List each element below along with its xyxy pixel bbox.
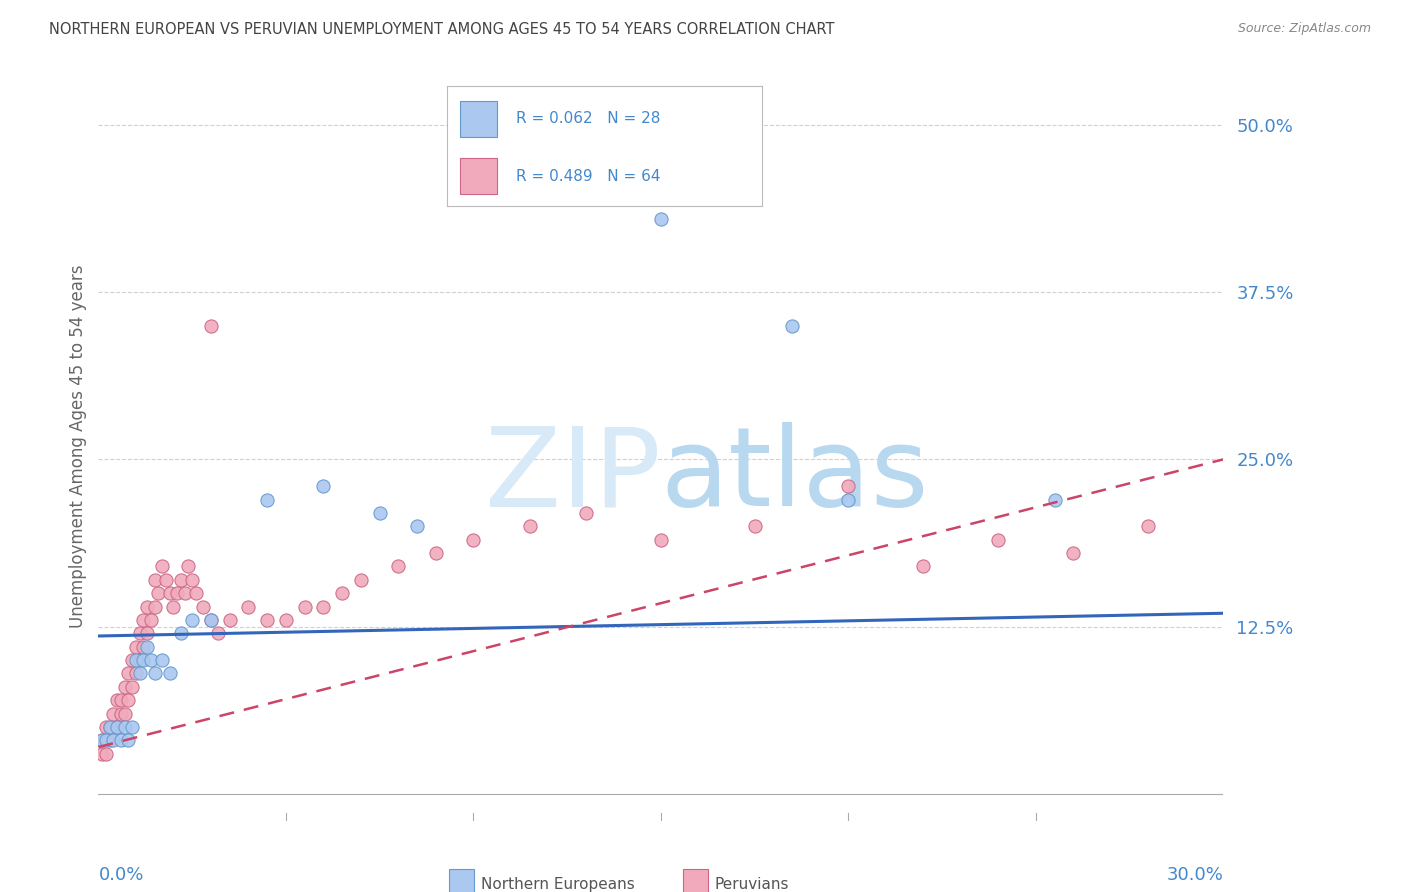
Point: [987, 533, 1010, 547]
Text: 30.0%: 30.0%: [1167, 865, 1223, 884]
Point: [181, 573, 204, 587]
Point: [110, 693, 132, 707]
Point: [177, 559, 200, 574]
Point: [103, 720, 125, 734]
Point: [136, 640, 159, 654]
Point: [143, 599, 166, 614]
Point: [780, 318, 803, 333]
Point: [110, 706, 132, 721]
Text: atlas: atlas: [661, 423, 929, 530]
Point: [150, 653, 173, 667]
Point: [650, 211, 672, 226]
Point: [125, 653, 148, 667]
Point: [98, 733, 121, 747]
Point: [114, 680, 136, 694]
Point: [350, 573, 373, 587]
Point: [238, 599, 260, 614]
Point: [148, 586, 170, 600]
Point: [184, 586, 207, 600]
Point: [125, 640, 148, 654]
Point: [200, 613, 222, 627]
Point: [575, 506, 598, 520]
Point: [368, 506, 391, 520]
Point: [274, 613, 297, 627]
Point: [105, 720, 128, 734]
Point: [159, 666, 181, 681]
Point: [139, 613, 162, 627]
Text: 0.0%: 0.0%: [98, 865, 143, 884]
Point: [166, 586, 188, 600]
Point: [143, 573, 166, 587]
Point: [387, 559, 409, 574]
Point: [463, 533, 485, 547]
Point: [91, 733, 114, 747]
Point: [121, 680, 143, 694]
Point: [519, 519, 541, 533]
Point: [98, 720, 121, 734]
Point: [136, 626, 159, 640]
Point: [91, 733, 114, 747]
Point: [406, 519, 429, 533]
Point: [294, 599, 316, 614]
Point: [1137, 519, 1160, 533]
Point: [200, 613, 222, 627]
Point: [218, 613, 240, 627]
Point: [330, 586, 353, 600]
Point: [139, 653, 162, 667]
Point: [200, 318, 222, 333]
Point: [117, 666, 139, 681]
Point: [256, 613, 278, 627]
Point: [114, 706, 136, 721]
Point: [103, 706, 125, 721]
Point: [132, 653, 155, 667]
Point: [121, 653, 143, 667]
Point: [103, 733, 125, 747]
Point: [94, 747, 117, 761]
Point: [91, 747, 114, 761]
Point: [256, 492, 278, 507]
Point: [110, 733, 132, 747]
Point: [143, 666, 166, 681]
Point: [650, 533, 672, 547]
Point: [117, 733, 139, 747]
Point: [94, 733, 117, 747]
Point: [837, 479, 859, 493]
Point: [173, 586, 195, 600]
Point: [425, 546, 447, 560]
Point: [837, 492, 859, 507]
Text: ZIP: ZIP: [485, 423, 661, 530]
Point: [150, 559, 173, 574]
Point: [207, 626, 229, 640]
Point: [170, 573, 193, 587]
Text: NORTHERN EUROPEAN VS PERUVIAN UNEMPLOYMENT AMONG AGES 45 TO 54 YEARS CORRELATION: NORTHERN EUROPEAN VS PERUVIAN UNEMPLOYME…: [49, 22, 835, 37]
Point: [170, 626, 193, 640]
Point: [1062, 546, 1084, 560]
Point: [128, 653, 150, 667]
Point: [132, 640, 155, 654]
Point: [744, 519, 766, 533]
Point: [128, 666, 150, 681]
Point: [105, 693, 128, 707]
Point: [912, 559, 935, 574]
Point: [1043, 492, 1066, 507]
Point: [121, 720, 143, 734]
Point: [136, 599, 159, 614]
Point: [181, 613, 204, 627]
Point: [312, 479, 335, 493]
Point: [162, 599, 184, 614]
Point: [128, 626, 150, 640]
Point: [117, 693, 139, 707]
Y-axis label: Unemployment Among Ages 45 to 54 years: Unemployment Among Ages 45 to 54 years: [69, 264, 87, 628]
Point: [105, 720, 128, 734]
Point: [312, 599, 335, 614]
Point: [98, 720, 121, 734]
Point: [114, 720, 136, 734]
Point: [159, 586, 181, 600]
Point: [94, 720, 117, 734]
Point: [193, 599, 215, 614]
Point: [132, 613, 155, 627]
Text: Source: ZipAtlas.com: Source: ZipAtlas.com: [1237, 22, 1371, 36]
Point: [125, 666, 148, 681]
Point: [155, 573, 177, 587]
